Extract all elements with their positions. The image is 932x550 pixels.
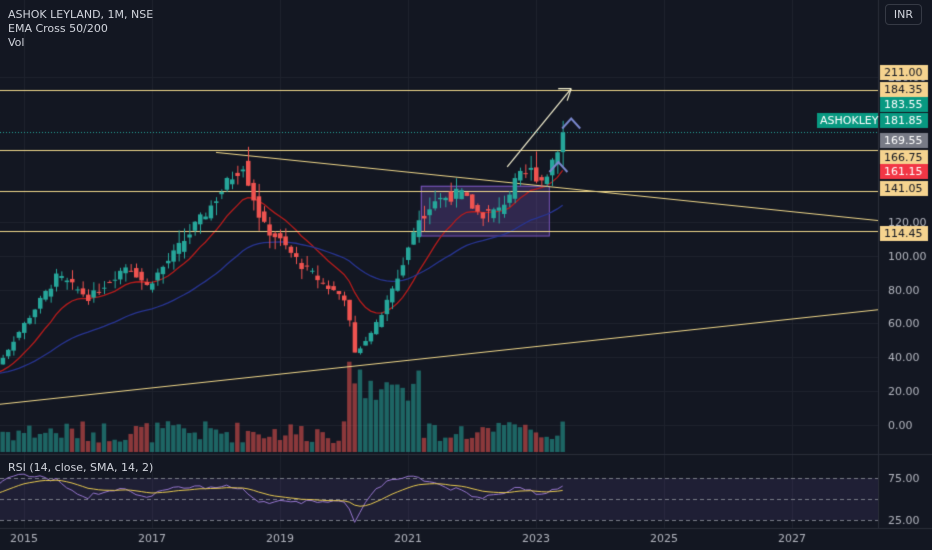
currency-button[interactable]: INR — [884, 4, 922, 25]
symbol-line: ASHOK LEYLAND, 1M, NSE — [8, 8, 154, 21]
ema-indicator-label[interactable]: EMA Cross 50/200 — [8, 22, 108, 35]
volume-indicator-label[interactable]: Vol — [8, 36, 25, 49]
rsi-label[interactable]: RSI (14, close, SMA, 14, 2) — [8, 461, 154, 474]
chart-legend: ASHOK LEYLAND, 1M, NSE EMA Cross 50/200 … — [8, 8, 153, 50]
